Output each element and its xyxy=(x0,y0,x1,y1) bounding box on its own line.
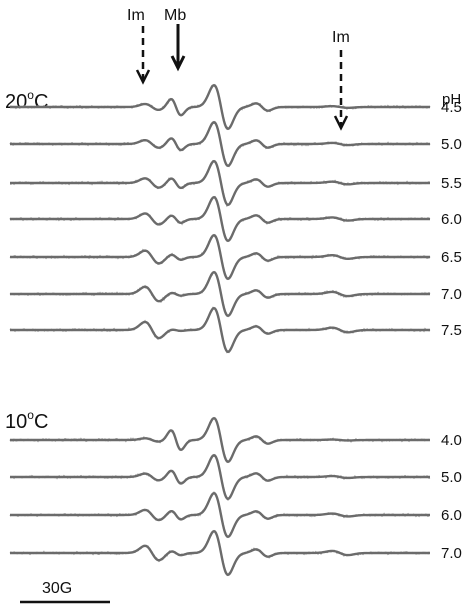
fitted-trace xyxy=(10,195,430,243)
fitted-trace xyxy=(10,83,430,131)
ph-label: 7.0 xyxy=(441,545,462,562)
ph-label: 5.0 xyxy=(441,469,462,486)
im-left-arrowhead xyxy=(135,69,151,85)
fitted-trace xyxy=(10,529,430,577)
mb-arrowhead xyxy=(170,55,186,72)
ph-label: 7.5 xyxy=(441,322,462,339)
ph-header: pH xyxy=(442,91,461,108)
temperature-label-20c: 20oC xyxy=(5,88,48,113)
ph-label: 5.0 xyxy=(441,136,462,153)
fitted-trace xyxy=(10,233,430,281)
scale-bar-label: 30G xyxy=(42,580,72,597)
im-left-label: Im xyxy=(127,7,145,24)
ph-label: 7.0 xyxy=(441,286,462,303)
fitted-trace xyxy=(10,120,430,168)
ph-label: 5.5 xyxy=(441,175,462,192)
im-right-label: Im xyxy=(332,29,350,46)
mb-label: Mb xyxy=(164,7,186,24)
temperature-label-10c: 10oC xyxy=(5,408,48,433)
ph-label: 6.0 xyxy=(441,211,462,228)
fitted-trace xyxy=(10,416,430,464)
ph-label: 4.5 xyxy=(441,99,462,116)
spectra-traces: 4.5 5.0 5.5 6.0 6.5 7.0 7.5 4.0 5.0 6.0 7.0 xyxy=(9,83,462,578)
ph-label: 4.0 xyxy=(441,432,462,449)
im-right-arrowhead xyxy=(333,115,349,131)
fitted-trace xyxy=(10,453,430,501)
ph-label: 6.5 xyxy=(441,249,462,266)
fitted-trace xyxy=(10,491,430,539)
ph-label: 6.0 xyxy=(441,507,462,524)
fitted-trace xyxy=(10,270,430,318)
fitted-trace xyxy=(10,306,430,354)
fitted-trace xyxy=(10,159,430,207)
